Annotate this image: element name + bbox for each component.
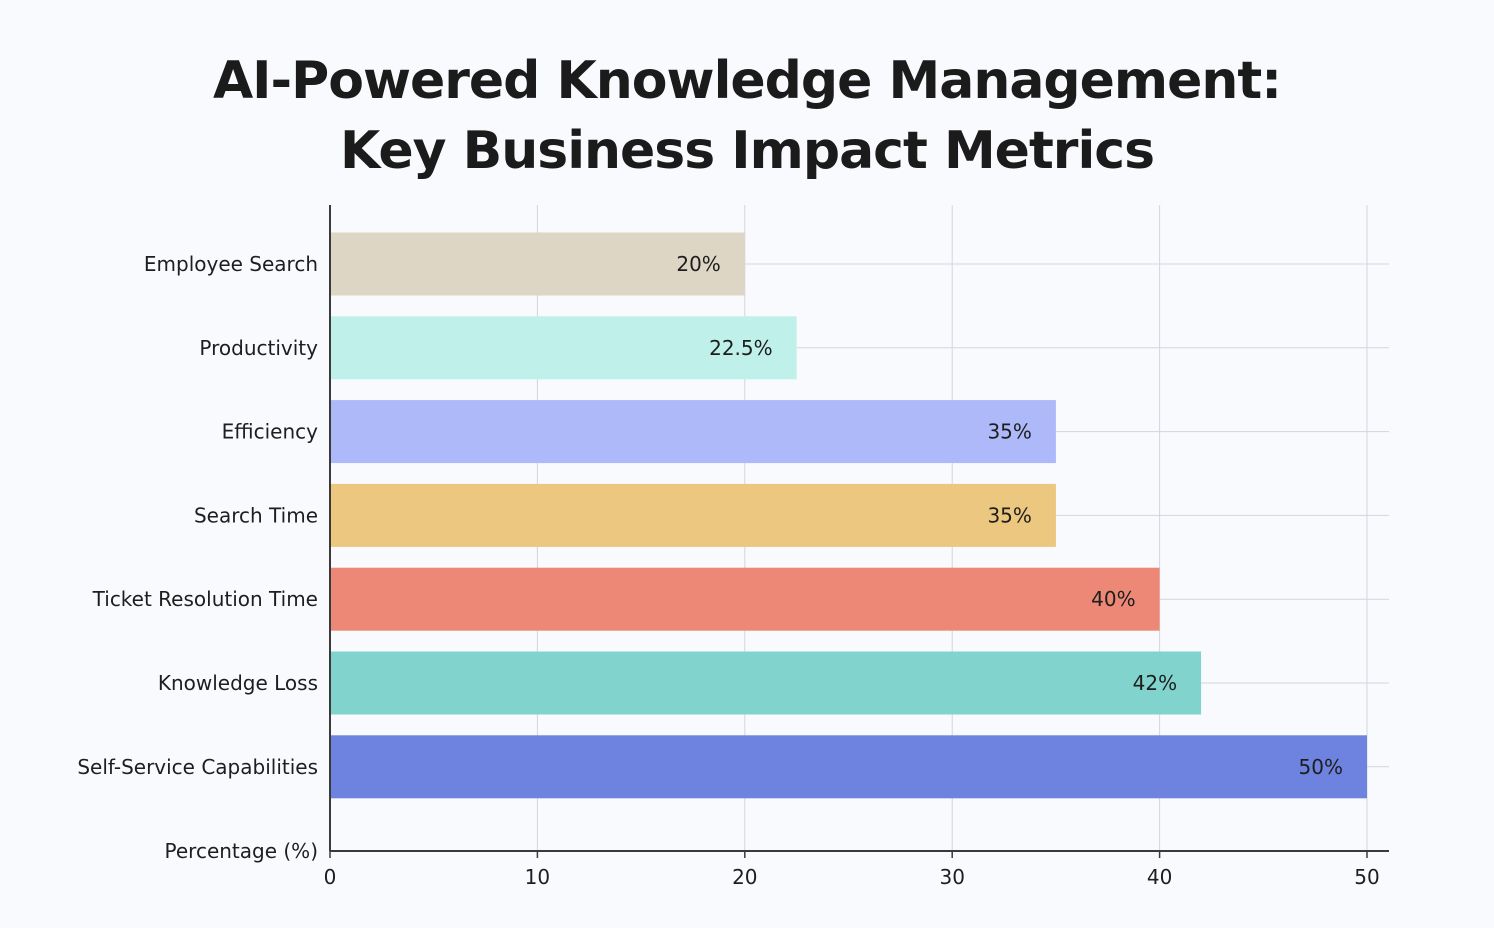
axes (329, 205, 1389, 858)
bar (330, 735, 1367, 799)
bar-value-label: 35% (987, 503, 1031, 527)
category-label: Ticket Resolution Time (92, 587, 318, 611)
bars (330, 232, 1367, 799)
bar (330, 567, 1160, 631)
bar-value-label: 40% (1091, 587, 1135, 611)
chart-title-line-2: Key Business Impact Metrics (339, 121, 1155, 181)
bar (330, 483, 1056, 547)
category-label: Employee Search (144, 252, 318, 276)
x-tick-label: 20 (732, 865, 757, 889)
bar-value-label: 42% (1133, 671, 1177, 695)
bar-value-label: 20% (676, 252, 720, 276)
bar (330, 316, 797, 380)
bar-value-label: 50% (1299, 755, 1343, 779)
chart-title-line-1: AI-Powered Knowledge Management: (212, 51, 1282, 111)
category-label: Efficiency (222, 420, 319, 444)
x-tick-label: 0 (324, 865, 337, 889)
bar-value-label: 35% (987, 420, 1031, 444)
x-tick-label: 40 (1147, 865, 1172, 889)
bar (330, 232, 745, 296)
x-tick-label: 10 (525, 865, 550, 889)
bar-value-label: 22.5% (709, 336, 773, 360)
x-tick-labels: 0 10 20 30 40 50 (324, 865, 1380, 889)
data-labels: 20% 22.5% 35% 35% 40% 42% 50% (676, 252, 1343, 779)
bar (330, 651, 1202, 715)
x-tick-label: 30 (939, 865, 964, 889)
category-label: Productivity (199, 336, 318, 360)
category-label: Knowledge Loss (158, 671, 318, 695)
x-axis-label: Percentage (%) (165, 839, 318, 863)
bar (330, 400, 1056, 464)
category-label: Search Time (194, 503, 318, 527)
category-label: Self-Service Capabilities (77, 755, 318, 779)
category-labels: Employee Search Productivity Efficiency Sea… (77, 252, 318, 779)
x-tick-label: 50 (1354, 865, 1379, 889)
chart-title: AI-Powered Knowledge Management: Key Bus… (0, 46, 1494, 186)
